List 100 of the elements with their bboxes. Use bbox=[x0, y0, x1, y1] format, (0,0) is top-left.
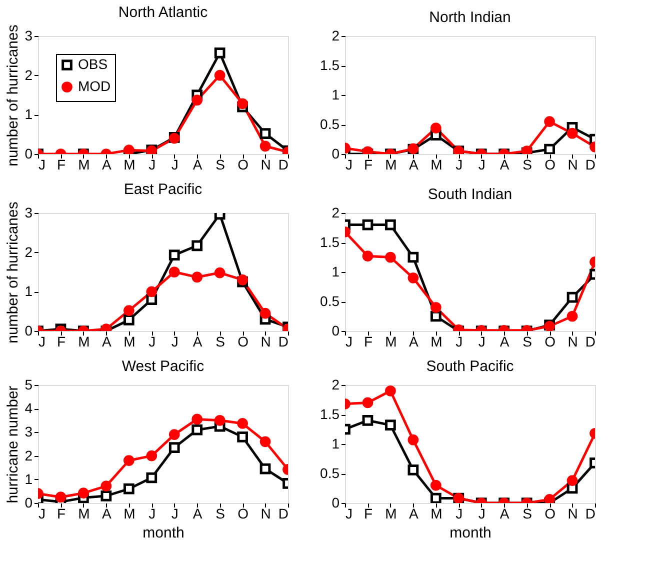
y-tick-label: 2 bbox=[332, 28, 340, 44]
x-tick-label: O bbox=[238, 334, 249, 350]
x-tick-label: N bbox=[568, 334, 578, 350]
x-tick-label: A bbox=[102, 506, 112, 522]
y-tick-label: 0 bbox=[332, 322, 340, 338]
x-tick-label: J bbox=[148, 334, 156, 350]
y-axis-title: number of hurricanes bbox=[4, 202, 22, 344]
x-tick-label: J bbox=[148, 506, 156, 522]
y-tick-label: 0.5 bbox=[320, 293, 340, 309]
x-tick-label: M bbox=[430, 506, 442, 522]
x-tick-label: A bbox=[500, 156, 510, 172]
x-tick-label: A bbox=[192, 506, 203, 522]
y-tick-label: 1 bbox=[24, 106, 33, 122]
y-tick-label: 1.5 bbox=[320, 234, 340, 250]
x-tick-label: M bbox=[385, 334, 397, 350]
x-tick-label: J bbox=[456, 156, 463, 172]
x-tick-label: J bbox=[478, 334, 486, 350]
x-tick-label: N bbox=[260, 506, 271, 522]
x-axis-title: month bbox=[450, 524, 492, 542]
legend-label: OBS bbox=[78, 56, 108, 72]
y-tick-label: 2 bbox=[332, 376, 340, 392]
x-tick-label: J bbox=[38, 156, 46, 172]
x-tick-label: F bbox=[56, 156, 66, 172]
y-tick-label: 3 bbox=[24, 424, 33, 440]
x-tick-label: J bbox=[456, 506, 463, 522]
chart-title: South Indian bbox=[428, 186, 512, 203]
y-tick-label: 1 bbox=[332, 436, 340, 452]
x-tick-label: S bbox=[522, 334, 532, 350]
chart-title: North Atlantic bbox=[118, 4, 208, 22]
x-tick-label: S bbox=[522, 506, 532, 522]
x-tick-label: F bbox=[364, 334, 373, 350]
x-tick-label: A bbox=[102, 156, 112, 172]
x-tick-label: N bbox=[260, 334, 271, 350]
y-tick-label: 0 bbox=[24, 146, 33, 162]
x-tick-label: F bbox=[56, 506, 66, 522]
x-tick-label: M bbox=[124, 156, 136, 172]
y-axis-title: hurricane number bbox=[4, 386, 22, 504]
y-tick-label: 1.5 bbox=[320, 406, 340, 422]
y-tick-label: 0 bbox=[332, 146, 340, 162]
x-tick-label: J bbox=[171, 334, 178, 350]
y-tick-label: 1 bbox=[332, 264, 340, 280]
x-tick-label: J bbox=[38, 334, 46, 350]
y-tick-label: 0.5 bbox=[320, 116, 340, 132]
y-tick-label: 0 bbox=[332, 494, 340, 510]
y-tick-label: 1 bbox=[332, 86, 340, 102]
x-tick-label: A bbox=[102, 334, 112, 350]
x-tick-label: F bbox=[364, 156, 373, 172]
x-tick-label: M bbox=[124, 334, 136, 350]
x-tick-label: M bbox=[430, 334, 442, 350]
x-tick-label: D bbox=[278, 156, 288, 172]
x-tick-label: N bbox=[568, 156, 578, 172]
x-tick-label: J bbox=[171, 506, 178, 522]
x-tick-label: M bbox=[430, 156, 442, 172]
x-axis-title: month bbox=[142, 524, 184, 542]
x-tick-label: M bbox=[124, 506, 136, 522]
x-tick-label: J bbox=[38, 506, 46, 522]
x-tick-label: F bbox=[364, 506, 373, 522]
x-tick-label: O bbox=[544, 506, 556, 522]
x-tick-label: J bbox=[148, 156, 156, 172]
x-tick-label: M bbox=[78, 334, 90, 350]
y-tick-label: 3 bbox=[24, 28, 33, 44]
x-tick-label: M bbox=[78, 506, 90, 522]
x-tick-label: D bbox=[585, 506, 596, 522]
chart-title: North Indian bbox=[429, 9, 511, 26]
x-tick-label: A bbox=[409, 156, 420, 172]
x-tick-label: A bbox=[500, 334, 510, 350]
x-tick-label: J bbox=[346, 334, 352, 350]
x-tick-label: A bbox=[409, 506, 420, 522]
chart-title: South Pacific bbox=[426, 358, 514, 375]
x-tick-label: O bbox=[544, 334, 556, 350]
x-tick-label: N bbox=[568, 506, 578, 522]
x-tick-label: J bbox=[456, 334, 463, 350]
chart-title: East Pacific bbox=[124, 181, 203, 198]
chart-title: West Pacific bbox=[122, 358, 205, 375]
x-tick-label: A bbox=[500, 506, 510, 522]
y-tick-label: 0 bbox=[24, 322, 33, 338]
x-tick-label: O bbox=[238, 506, 249, 522]
x-tick-label: A bbox=[192, 156, 203, 172]
x-tick-label: F bbox=[56, 334, 66, 350]
x-tick-label: M bbox=[385, 156, 397, 172]
y-tick-label: 2 bbox=[24, 66, 33, 83]
x-tick-label: J bbox=[171, 156, 178, 172]
x-tick-label: J bbox=[346, 156, 352, 172]
x-tick-label: O bbox=[544, 156, 556, 172]
x-tick-label: O bbox=[238, 156, 249, 172]
x-tick-label: J bbox=[346, 506, 352, 522]
y-tick-label: 4 bbox=[24, 400, 33, 416]
x-tick-label: S bbox=[216, 334, 225, 350]
y-tick-label: 1 bbox=[24, 470, 33, 487]
y-tick-label: 3 bbox=[24, 204, 33, 220]
y-axis-title: number of hurricanes bbox=[4, 24, 22, 166]
x-tick-label: M bbox=[78, 156, 90, 172]
legend-label: MOD bbox=[78, 78, 111, 94]
x-tick-label: A bbox=[409, 334, 420, 350]
x-tick-label: D bbox=[278, 506, 288, 522]
y-tick-label: 0.5 bbox=[320, 465, 340, 481]
y-tick-label: 2 bbox=[332, 204, 340, 220]
x-tick-label: D bbox=[278, 334, 288, 350]
y-tick-label: 1.5 bbox=[320, 57, 340, 73]
x-tick-label: M bbox=[385, 506, 397, 522]
